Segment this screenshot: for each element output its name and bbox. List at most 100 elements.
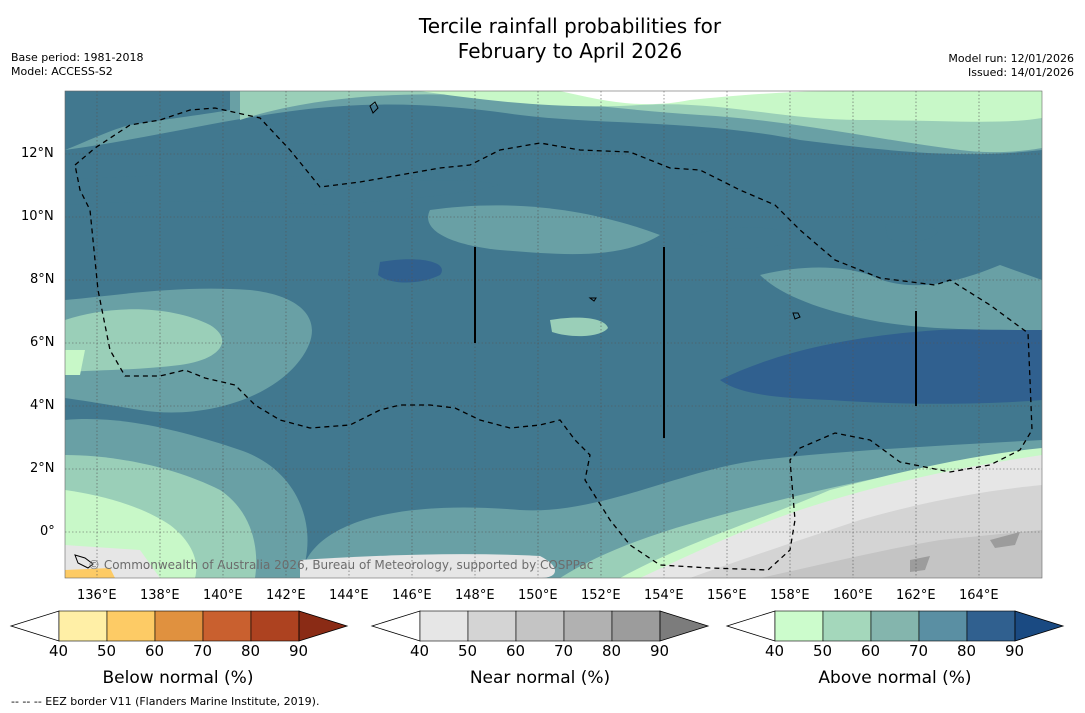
lat-label: 2°N — [30, 461, 55, 476]
dark-east-island — [689, 227, 800, 249]
colorbar-segment — [154, 610, 204, 642]
grid-lines — [65, 91, 1042, 578]
lat-label: 6°N — [30, 335, 55, 350]
lon-label: 162°E — [896, 588, 936, 603]
top-white-patch — [560, 91, 860, 105]
colorbar-min-arrow — [9, 610, 60, 642]
lat-label: 12°N — [21, 146, 54, 161]
above-80-90-east — [720, 329, 1042, 404]
model-run: Model run: 12/01/2026 — [948, 52, 1074, 65]
dark-east-island-2 — [885, 222, 938, 243]
above-60-70-east — [760, 265, 1042, 330]
above-80-90-central — [378, 259, 442, 283]
lon-label: 140°E — [203, 588, 243, 603]
footer-note: -- -- -- EEZ border V11 (Flanders Marine… — [11, 695, 320, 708]
lon-label: 136°E — [77, 588, 117, 603]
colorbar-tick-label: 40 — [765, 642, 785, 660]
lon-label: 150°E — [518, 588, 558, 603]
map-title: Tercile rainfall probabilities for Febru… — [0, 14, 1085, 64]
lon-label: 144°E — [329, 588, 369, 603]
colorbar-max-arrow — [659, 610, 710, 642]
colorbar-tick-label: 60 — [506, 642, 526, 660]
near-80-90-patch-2 — [910, 556, 930, 572]
colorbar-segment — [250, 610, 300, 642]
colorbar-segment — [515, 610, 565, 642]
eez-border — [74, 107, 1033, 571]
islands — [74, 101, 801, 569]
colorbar-segment — [774, 610, 824, 642]
colorbar-tick-label: 90 — [289, 642, 309, 660]
colorbar-segment — [106, 610, 156, 642]
model-name: Model: ACCESS-S2 — [11, 65, 113, 78]
above-50-60-west — [65, 309, 223, 372]
lon-label: 146°E — [392, 588, 432, 603]
lon-label: 156°E — [707, 588, 747, 603]
lon-label: 138°E — [140, 588, 180, 603]
colorbar-tick-label: 80 — [602, 642, 622, 660]
title-line-2: February to April 2026 — [457, 39, 683, 63]
lon-label: 160°E — [833, 588, 873, 603]
colorbar-tick-label: 60 — [145, 642, 165, 660]
colorbar-segment — [611, 610, 661, 642]
colorbar-tick-label: 70 — [909, 642, 929, 660]
colorbar-near — [370, 610, 710, 642]
meta-left: Base period: 1981-2018 Model: ACCESS-S2 — [11, 51, 143, 79]
near-normal-label: Near normal (%) — [469, 668, 611, 688]
colorbar-tick-label: 40 — [410, 642, 430, 660]
title-line-1: Tercile rainfall probabilities for — [418, 14, 722, 38]
colorbar-segment — [918, 610, 968, 642]
colorbar-tick-label: 80 — [241, 642, 261, 660]
colorbar-segment — [563, 610, 613, 642]
lon-label: 164°E — [959, 588, 999, 603]
copyright-note: © Commonwealth of Australia 2026, Bureau… — [88, 558, 594, 572]
map-area — [65, 91, 1042, 578]
colorbar-segment — [966, 610, 1016, 642]
lon-label: 152°E — [581, 588, 621, 603]
lon-label: 154°E — [644, 588, 684, 603]
above-40-50-west — [65, 350, 85, 375]
near-40-50-south-mid — [300, 554, 555, 578]
colorbar-tick-label: 40 — [49, 642, 69, 660]
above-60-70-central — [428, 205, 660, 255]
colorbar-tick-label: 90 — [650, 642, 670, 660]
lat-label: 8°N — [30, 272, 55, 287]
base-period: Base period: 1981-2018 — [11, 51, 144, 64]
colorbar-tick-label: 50 — [97, 642, 117, 660]
near-60-70 — [760, 530, 1042, 578]
lat-label: 10°N — [21, 209, 54, 224]
colorbar-min-arrow — [370, 610, 421, 642]
nw-dark — [65, 91, 230, 150]
colorbar-segment — [419, 610, 469, 642]
lon-label: 158°E — [770, 588, 810, 603]
colorbar-tick-label: 50 — [813, 642, 833, 660]
meridian-markers — [474, 247, 917, 438]
lat-label: 0° — [40, 524, 55, 539]
colorbar-segment — [870, 610, 920, 642]
colorbar-segment — [467, 610, 517, 642]
issued-date: Issued: 14/01/2026 — [967, 66, 1074, 79]
colorbar-ticks: 40 50 60 70 80 90 40 50 60 70 80 90 40 50 60 70 80 90 — [0, 642, 1085, 666]
colorbar-segment — [202, 610, 252, 642]
colorbars — [9, 610, 1065, 642]
colorbar-tick-label: 70 — [193, 642, 213, 660]
below-60-70-sw — [65, 568, 115, 578]
meta-right: Model run: 12/01/2026 Issued: 14/01/2026 — [948, 52, 1074, 80]
above-normal-label: Above normal (%) — [818, 668, 972, 688]
lon-label: 142°E — [266, 588, 306, 603]
colorbar-tick-label: 90 — [1005, 642, 1025, 660]
map-frame — [64, 90, 1043, 579]
colorbar-tick-label: 80 — [957, 642, 977, 660]
near-80-90-patch — [990, 532, 1020, 548]
colorbar-segment — [58, 610, 108, 642]
colorbar-max-arrow — [298, 610, 349, 642]
colorbar-min-arrow — [725, 610, 776, 642]
colorbar-tick-label: 50 — [458, 642, 478, 660]
colorbar-below — [9, 610, 349, 642]
colorbar-tick-label: 70 — [554, 642, 574, 660]
colorbar-tick-label: 60 — [861, 642, 881, 660]
colorbar-max-arrow — [1014, 610, 1065, 642]
lon-label: 148°E — [455, 588, 495, 603]
above-40-50-top — [420, 91, 1042, 122]
colorbar-above — [725, 610, 1065, 642]
